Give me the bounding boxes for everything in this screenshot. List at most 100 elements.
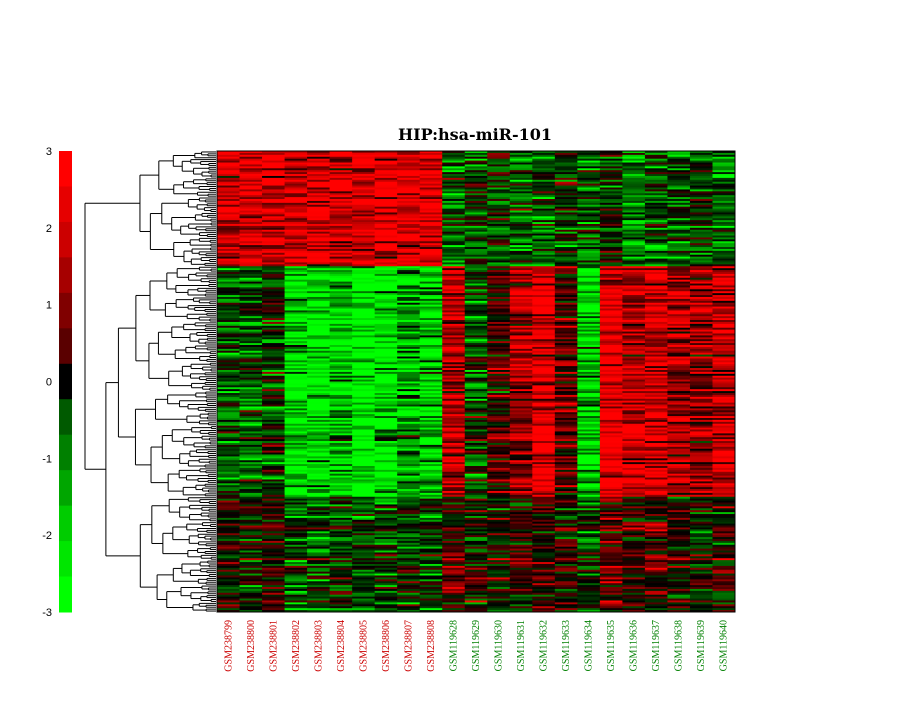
heatmap-cell [464,216,488,219]
heatmap-cell [599,418,623,421]
heatmap-cell [487,199,511,202]
heatmap-cell [374,385,398,388]
heatmap-cell [284,237,308,240]
heatmap-cell [577,490,601,494]
heatmap-cell [329,323,353,327]
heatmap-cell [419,467,443,471]
heatmap-cell [329,371,353,375]
heatmap-cell [284,406,308,409]
heatmap-cell [487,206,511,210]
heatmap-cell [262,333,285,336]
heatmap-cell [329,500,353,503]
heatmap-cell [397,222,421,225]
heatmap-cell [712,293,736,296]
heatmap-cell [532,429,556,432]
heatmap-cell [509,323,533,327]
heatmap-cell [487,345,511,348]
heatmap-cell [262,287,285,290]
heatmap-cell [487,441,511,444]
heatmap-cell [307,262,331,265]
heatmap-cell [419,285,443,288]
heatmap-cell [419,312,443,315]
heatmap-cell [644,208,668,211]
heatmap-cell [622,502,646,505]
heatmap-cell [217,154,240,158]
heatmap-cell [284,341,308,344]
heatmap-cell [307,454,331,457]
heatmap-cell [509,260,533,263]
heatmap-cell [239,442,263,446]
heatmap-cell [554,498,578,501]
heatmap-cell [622,341,646,344]
heatmap-cell [577,179,601,183]
heatmap-cell [689,385,713,388]
heatmap-cell [532,227,556,231]
heatmap-cell [577,373,601,377]
heatmap-cell [352,310,376,313]
heatmap-cell [689,462,713,465]
heatmap-cell [689,364,713,367]
heatmap-cell [329,387,353,390]
heatmap-cell [599,343,623,346]
heatmap-cell [532,152,556,156]
heatmap-cell [644,270,668,273]
heatmap-cell [419,293,443,296]
heatmap-cell [217,222,240,225]
heatmap-cell [644,435,668,438]
heatmap-cell [307,433,331,436]
heatmap-cell [667,448,691,452]
heatmap-cell [329,325,353,329]
heatmap-cell [599,154,623,158]
heatmap-cell [487,291,511,294]
heatmap-cell [509,279,533,283]
heatmap-cell [509,177,533,181]
heatmap-cell [419,462,443,465]
heatmap-cell [622,256,646,259]
heatmap-cell [419,318,443,321]
heatmap-cell [554,298,578,302]
heatmap-cell [487,489,511,492]
heatmap-cell [487,166,511,169]
heatmap-cell [262,481,285,484]
heatmap-cell [464,283,488,286]
heatmap-cell [442,396,466,400]
heatmap-cell [374,394,398,398]
heatmap-cell [464,439,488,442]
heatmap-cell [284,193,308,196]
heatmap-cell [689,464,713,467]
heatmap-cell [532,258,556,261]
heatmap-cell [217,285,240,288]
heatmap-cell [419,197,443,200]
heatmap-cell [487,164,511,167]
heatmap-cell [487,321,511,325]
heatmap-cell [644,212,668,215]
heatmap-cell [374,400,398,404]
heatmap-cell [419,189,443,192]
heatmap-cell [622,442,646,446]
heatmap-cell [509,444,533,448]
heatmap-cell [239,283,263,286]
heatmap-cell [284,348,308,352]
heatmap-cell [667,377,691,380]
heatmap-cell [622,454,646,457]
heatmap-cell [419,377,443,380]
heatmap-cell [262,414,285,417]
heatmap-cell [509,331,533,334]
heatmap-cell [554,272,578,275]
heatmap-cell [554,446,578,450]
heatmap-cell [442,496,466,500]
heatmap-cell [284,225,308,229]
heatmap-cell [262,362,285,365]
heatmap-cell [262,335,285,338]
heatmap-cell [622,245,646,248]
heatmap-cell [464,396,488,400]
heatmap-cell [284,446,308,450]
heatmap-cell [397,270,421,273]
heatmap-cell [667,254,691,258]
heatmap-cell [712,262,736,265]
heatmap-cell [374,225,398,229]
heatmap-cell [374,275,398,279]
heatmap-cell [532,389,556,392]
heatmap-cell [419,262,443,265]
heatmap-cell [464,183,488,186]
